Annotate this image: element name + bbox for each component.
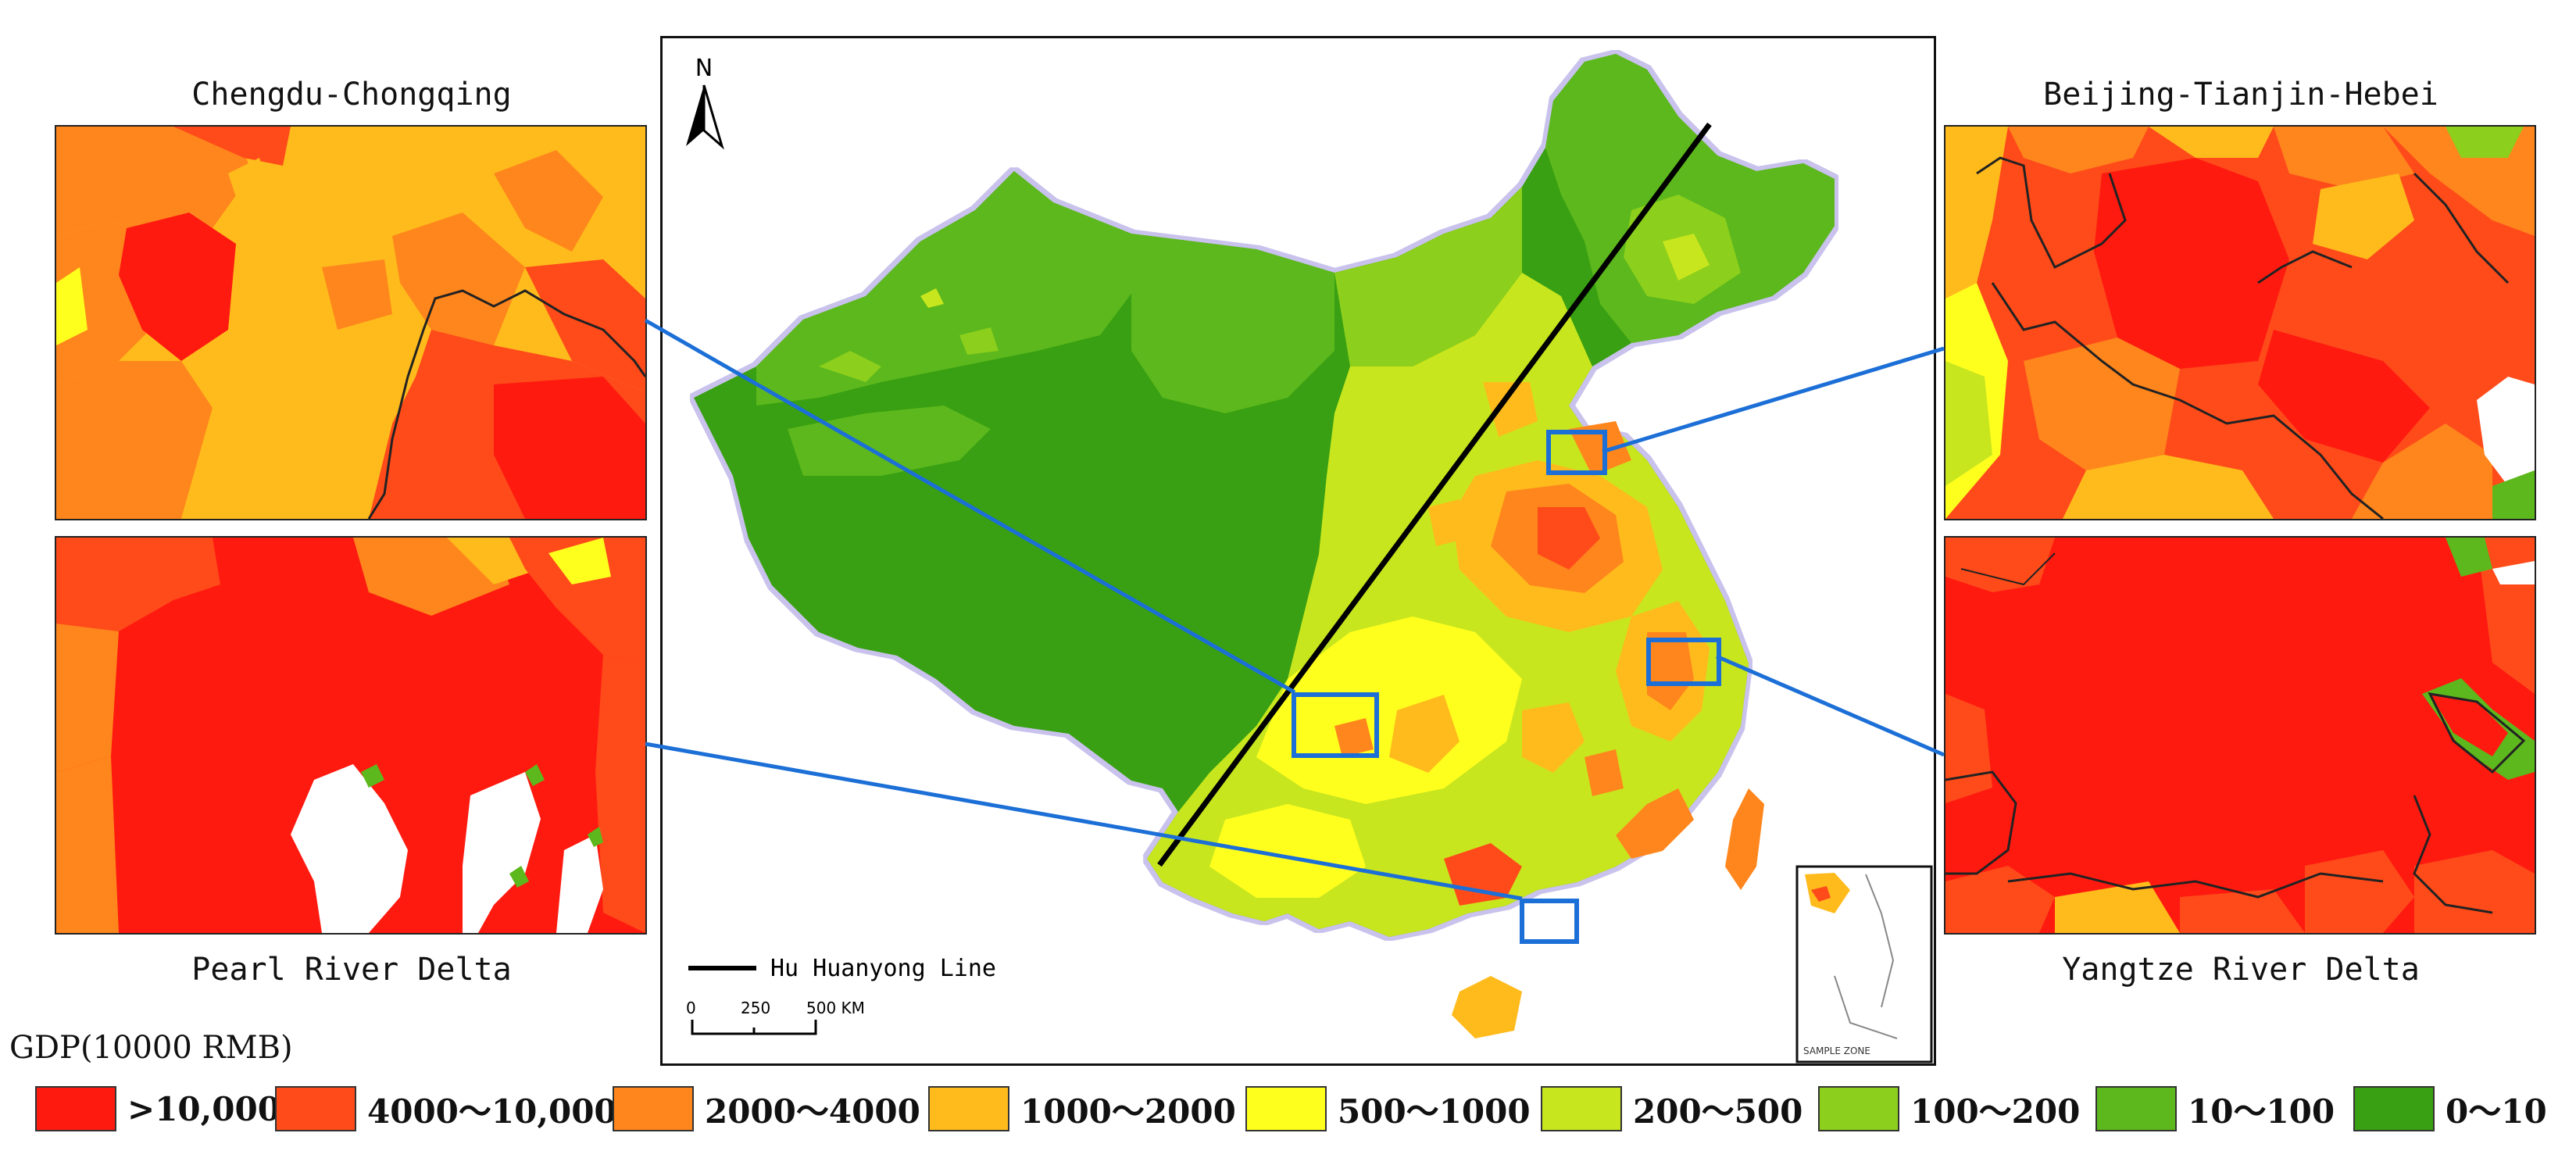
legend-label: 10～100 (2188, 1092, 2335, 1131)
legend-label: 100～200 (1910, 1092, 2081, 1131)
inset-title-chengdu-chongqing: Chengdu-Chongqing (191, 77, 512, 113)
legend-item: 1000～2000 (928, 1084, 1236, 1134)
north-arrow-icon: N (686, 55, 724, 150)
line-legend: Hu Huanyong Line (688, 955, 996, 982)
legend-swatch (1818, 1086, 1899, 1131)
legend-swatch (2095, 1086, 2177, 1131)
south-china-sea-inset: SAMPLE ZONE (1795, 865, 1933, 1063)
legend-item: >10,000 (35, 1084, 280, 1134)
inset-map-beijing-tianjin-hebei (1944, 125, 2536, 520)
legend-title: GDP(10000 RMB) (9, 1030, 293, 1066)
hu-huanyong-line (1157, 122, 1712, 867)
legend-item: 200～500 (1541, 1084, 1802, 1134)
scale-label-500: 500 KM (806, 999, 865, 1017)
scale-label-0: 0 (686, 999, 696, 1017)
legend-swatch (928, 1086, 1009, 1131)
legend-label: 2000～4000 (705, 1092, 920, 1131)
legend-label: >10,000 (127, 1089, 280, 1128)
legend-swatch (613, 1086, 694, 1131)
legend-label: 4000～10,000 (367, 1092, 617, 1131)
legend-item: 100～200 (1818, 1084, 2080, 1134)
inset-map-chengdu-chongqing (55, 125, 647, 520)
line-legend-label: Hu Huanyong Line (770, 955, 996, 982)
legend-item: 4000～10,000 (275, 1084, 617, 1134)
legend-label: 1000～2000 (1020, 1092, 1236, 1131)
scale-bar: 0 250 500 KM (686, 999, 865, 1035)
legend-item: 10～100 (2095, 1084, 2335, 1134)
inset-map-pearl-river-delta (55, 536, 647, 935)
legend-label: 500～1000 (1338, 1092, 1531, 1131)
legend-swatch (2353, 1086, 2435, 1131)
legend-item: 0～10 (2353, 1084, 2547, 1134)
legend-swatch (1245, 1086, 1327, 1131)
legend-swatch (275, 1086, 356, 1131)
highlight-box-pearl-river-delta (1520, 899, 1579, 944)
inset-title-yangtze-river-delta: Yangtze River Delta (2062, 952, 2420, 988)
inset-title-pearl-river-delta: Pearl River Delta (191, 952, 512, 988)
inset-title-beijing-tianjin-hebei: Beijing-Tianjin-Hebei (2043, 77, 2438, 113)
scale-label-250: 250 (741, 999, 770, 1017)
legend-swatch (35, 1086, 116, 1131)
legend-item: 500～1000 (1245, 1084, 1531, 1134)
legend-swatch (1541, 1086, 1622, 1131)
north-label: N (695, 55, 713, 82)
legend-label: 200～500 (1633, 1092, 1803, 1131)
legend-label: 0～10 (2446, 1092, 2547, 1131)
small-inset-label: SAMPLE ZONE (1803, 1045, 1870, 1056)
main-map: N (660, 36, 1936, 1066)
inset-map-yangtze-river-delta (1944, 536, 2536, 935)
legend-item: 2000～4000 (613, 1084, 920, 1134)
